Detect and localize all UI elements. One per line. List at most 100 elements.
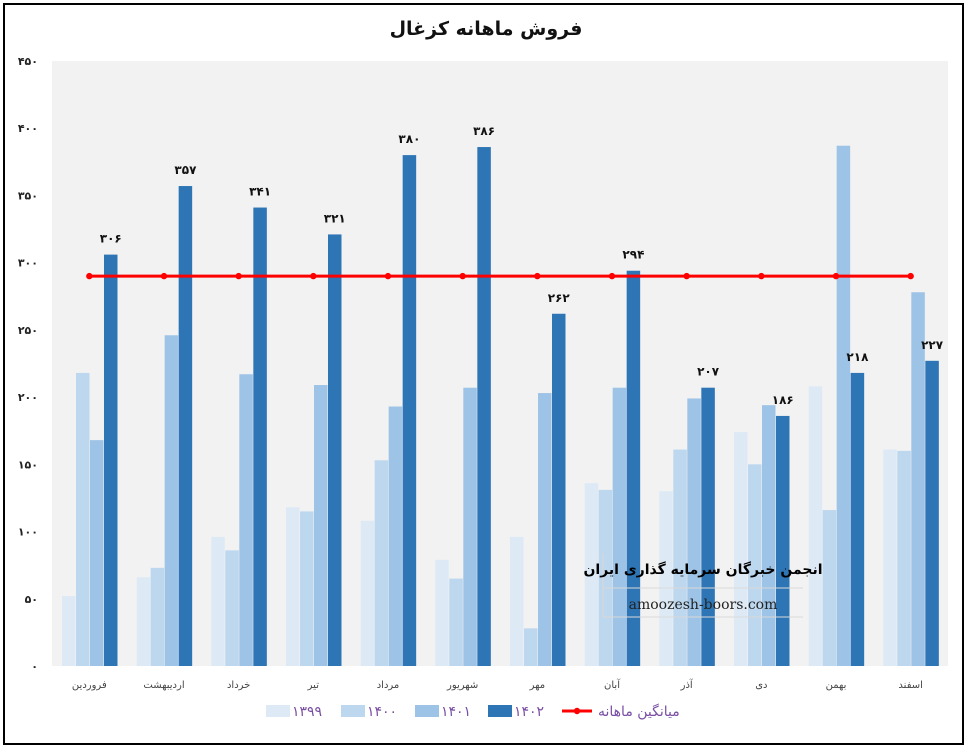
bar bbox=[911, 292, 925, 666]
bar bbox=[328, 234, 342, 666]
x-tick-label: خرداد bbox=[227, 680, 250, 691]
bar bbox=[510, 536, 524, 666]
average-line-point bbox=[459, 272, 466, 280]
data-label: ۳۰۶ bbox=[100, 232, 122, 246]
x-tick-label: تیر bbox=[307, 680, 320, 691]
bar bbox=[524, 628, 538, 666]
x-tick-label: آبان bbox=[604, 678, 621, 691]
y-tick-label: ۰ bbox=[31, 660, 38, 673]
bar bbox=[612, 387, 627, 666]
chart-frame bbox=[3, 3, 964, 745]
data-label: ۳۴۱ bbox=[249, 185, 271, 199]
bar bbox=[164, 335, 179, 666]
legend-swatch bbox=[488, 705, 512, 717]
bar bbox=[701, 387, 715, 666]
data-label: ۲۶۲ bbox=[548, 291, 571, 305]
average-line-point bbox=[235, 272, 242, 280]
bar bbox=[449, 578, 463, 666]
bar bbox=[300, 511, 314, 666]
y-tick-label: ۲۵۰ bbox=[18, 324, 38, 337]
watermark-title: انجمن خبرگان سرمایه گذاری ایران bbox=[583, 561, 822, 578]
bar bbox=[90, 440, 104, 666]
bar bbox=[104, 254, 118, 666]
data-label: ۳۸۰ bbox=[398, 132, 420, 146]
x-axis: فروردین اردیبهشت خرداد تیر مرداد شهریور مهر آبا… bbox=[72, 678, 923, 691]
average-line-point bbox=[160, 272, 168, 280]
bar bbox=[659, 491, 673, 666]
bar bbox=[883, 449, 897, 666]
bar bbox=[150, 567, 165, 666]
bar bbox=[822, 510, 837, 666]
bar bbox=[808, 386, 823, 666]
watermark-url: amoozesh-boors.com bbox=[629, 597, 778, 613]
legend-label: ۱۴۰۱ bbox=[441, 704, 471, 720]
y-tick-label: ۴۰۰ bbox=[18, 122, 38, 135]
bar bbox=[925, 360, 939, 666]
x-tick-label: اسفند bbox=[898, 680, 922, 691]
data-label: ۲۹۴ bbox=[622, 248, 644, 262]
bars-group bbox=[62, 145, 939, 667]
bar bbox=[225, 550, 239, 666]
plot-area bbox=[52, 61, 948, 666]
bar bbox=[463, 387, 477, 666]
bar bbox=[748, 464, 762, 666]
data-label: ۳۸۶ bbox=[473, 124, 495, 138]
average-line-group bbox=[86, 272, 914, 280]
bar bbox=[626, 270, 641, 666]
bar bbox=[734, 432, 748, 666]
y-tick-label: ۳۵۰ bbox=[18, 189, 38, 202]
average-line-point bbox=[907, 272, 914, 280]
bar bbox=[62, 596, 76, 666]
bar bbox=[239, 374, 253, 666]
bar bbox=[836, 145, 851, 666]
legend: میانگین ماهانه ۱۴۰۲ ۱۴۰۱ ۱۴۰۰ ۱۳۹۹ bbox=[266, 703, 680, 720]
x-tick-label: آذر bbox=[680, 678, 694, 691]
bar bbox=[402, 155, 417, 666]
bar bbox=[253, 207, 267, 667]
average-line-point bbox=[758, 272, 765, 280]
bar bbox=[538, 393, 552, 666]
data-label: ۲۲۷ bbox=[921, 338, 944, 352]
average-line-point bbox=[86, 272, 93, 280]
y-tick-label: ۱۰۰ bbox=[18, 526, 38, 539]
x-tick-label: اردیبهشت bbox=[143, 680, 184, 691]
bar bbox=[374, 460, 389, 666]
bar bbox=[178, 186, 193, 667]
y-axis: ۰ ۵۰ ۱۰۰ ۱۵۰ ۲۰۰ ۲۵۰ ۳۰۰ ۳۵۰ ۴۰۰ ۴۵۰ bbox=[18, 55, 38, 673]
bar bbox=[598, 489, 613, 666]
legend-swatch bbox=[341, 705, 365, 717]
average-line-point bbox=[384, 272, 392, 280]
average-line-point bbox=[310, 272, 317, 280]
bar bbox=[136, 577, 151, 666]
bar bbox=[314, 385, 328, 666]
bar bbox=[435, 559, 449, 666]
average-line-point bbox=[832, 272, 840, 280]
bar bbox=[211, 536, 225, 666]
bar bbox=[897, 450, 911, 666]
bar bbox=[687, 398, 701, 666]
legend-swatch-marker bbox=[573, 707, 581, 715]
bar bbox=[762, 405, 776, 666]
y-tick-label: ۱۵۰ bbox=[18, 458, 38, 471]
x-tick-label: دی bbox=[755, 680, 767, 691]
legend-swatch bbox=[266, 705, 290, 717]
bar bbox=[584, 483, 599, 666]
legend-label: ۱۴۰۲ bbox=[514, 704, 544, 720]
y-tick-label: ۳۰۰ bbox=[18, 257, 38, 270]
x-tick-label: فروردین bbox=[72, 680, 107, 691]
data-label: ۳۲۱ bbox=[324, 211, 346, 225]
data-labels: ۳۰۶ ۳۵۷ ۳۴۱ ۳۲۱ ۳۸۰ ۳۸۶ ۲۶۲ ۲۹۴ ۲۰۷ ۱۸۶ ۲۱۸ ۲۲۷ bbox=[100, 124, 944, 407]
bar bbox=[360, 520, 375, 666]
bar bbox=[552, 313, 566, 666]
watermark: انجمن خبرگان سرمایه گذاری ایران amoozesh… bbox=[583, 553, 823, 618]
chart-title: فروش ماهانه کزغال bbox=[390, 18, 583, 40]
bar bbox=[850, 372, 865, 666]
average-line-point bbox=[683, 272, 690, 280]
legend-label: میانگین ماهانه bbox=[598, 703, 680, 720]
data-label: ۱۸۶ bbox=[772, 393, 794, 407]
data-label: ۲۱۸ bbox=[846, 350, 869, 364]
average-line-point bbox=[534, 272, 541, 280]
legend-swatch bbox=[415, 705, 439, 717]
legend-label: ۱۴۰۰ bbox=[367, 704, 397, 720]
